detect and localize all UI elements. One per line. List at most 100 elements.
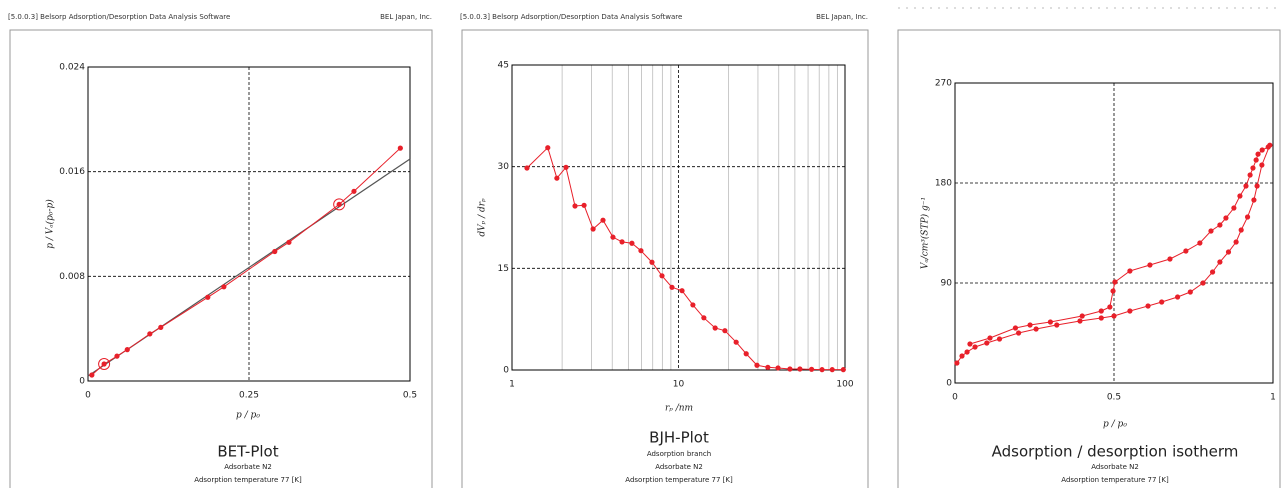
data-point	[1098, 308, 1104, 314]
data-point	[1111, 313, 1117, 319]
data-point	[972, 344, 978, 350]
header-right: BEL Japan, Inc.	[380, 13, 432, 21]
x-tick-label: 0.5	[1107, 393, 1121, 403]
data-point	[1079, 313, 1085, 319]
data-point	[722, 328, 728, 334]
series-line	[956, 145, 1271, 364]
data-point	[554, 175, 560, 181]
chart-title: Adsorption / desorption isotherm	[992, 443, 1239, 461]
chart-title: BET-Plot	[217, 443, 278, 461]
data-point	[158, 324, 164, 330]
x-tick-label: 0	[85, 391, 91, 401]
data-point	[1217, 222, 1223, 228]
data-point	[679, 288, 685, 294]
data-point	[987, 335, 993, 341]
data-point	[733, 339, 739, 345]
plot-area	[87, 66, 411, 382]
data-point	[1259, 162, 1265, 168]
data-point	[797, 366, 803, 372]
y-tick-label: 0.024	[59, 63, 85, 73]
data-point	[1265, 144, 1271, 150]
y-tick-label: 30	[498, 162, 510, 172]
data-point	[1159, 299, 1165, 305]
data-point	[1112, 279, 1118, 285]
data-point	[967, 341, 973, 347]
data-point	[1254, 183, 1260, 189]
data-point	[649, 259, 655, 265]
data-point	[1231, 205, 1237, 211]
data-point	[619, 239, 625, 245]
data-point	[669, 284, 675, 290]
data-point	[545, 145, 551, 151]
data-point	[1187, 289, 1193, 295]
panel-frame	[897, 29, 1281, 488]
data-point	[1244, 214, 1251, 220]
data-point	[524, 165, 530, 171]
chart-note: Adsorption temperature 77 [K]	[625, 476, 733, 484]
chart-note: Adsorbate N2	[1091, 463, 1139, 471]
data-point	[581, 202, 587, 208]
x-tick-label: 0	[952, 393, 958, 403]
x-tick-label: 0.5	[403, 391, 417, 401]
data-point	[1217, 259, 1223, 265]
data-point	[959, 353, 965, 359]
data-point	[1147, 262, 1153, 268]
data-point	[1110, 288, 1116, 294]
data-point	[1225, 249, 1232, 255]
data-point	[638, 248, 644, 254]
data-point	[397, 145, 403, 151]
data-point	[1047, 319, 1053, 325]
data-point	[954, 360, 960, 366]
data-point	[1098, 315, 1104, 321]
y-tick-label: 180	[935, 179, 952, 189]
highlight-ring	[333, 198, 346, 211]
data-point	[610, 234, 616, 240]
chart-note: Adsorption temperature 77 [K]	[194, 476, 302, 484]
panel-frame	[9, 29, 433, 488]
data-point	[1175, 294, 1181, 300]
data-point	[1183, 248, 1189, 254]
data-point	[984, 340, 990, 346]
x-axis-label: rₚ /nm	[665, 404, 693, 414]
data-point	[114, 353, 120, 359]
x-tick-label: 1	[509, 380, 515, 390]
series-line	[526, 146, 844, 371]
x-tick-label: 0.25	[239, 391, 259, 401]
data-point	[1127, 268, 1133, 274]
header-left: [5.0.0.3] Belsorp Adsorption/Desorption …	[8, 13, 230, 21]
x-axis-label: p / p₀	[236, 411, 260, 421]
data-point	[1253, 157, 1259, 163]
plot-area	[511, 64, 846, 371]
data-point	[1208, 228, 1214, 234]
data-point	[286, 239, 292, 245]
header-right: BEL Japan, Inc.	[816, 13, 868, 21]
y-tick-label: 90	[941, 279, 953, 289]
data-point	[1127, 308, 1133, 314]
data-point	[351, 188, 357, 194]
data-point	[1247, 172, 1253, 178]
data-point	[1012, 325, 1019, 331]
data-point	[101, 361, 107, 367]
data-point	[629, 240, 635, 246]
data-point	[1251, 197, 1257, 203]
y-tick-label: 0.008	[59, 272, 85, 282]
data-point	[829, 367, 835, 373]
data-point	[272, 248, 278, 255]
data-point	[563, 164, 569, 170]
x-tick-label: 1	[1270, 393, 1276, 403]
highlight-ring	[98, 357, 111, 370]
data-point	[1259, 147, 1265, 153]
data-point	[336, 201, 342, 207]
data-point	[147, 331, 153, 337]
y-tick-label: 0.016	[59, 167, 85, 177]
data-point	[964, 349, 970, 355]
data-point	[89, 372, 95, 378]
data-point	[600, 217, 606, 223]
y-tick-label: 270	[935, 79, 952, 89]
data-point	[690, 302, 696, 308]
data-point	[1238, 227, 1244, 233]
data-point	[712, 325, 718, 331]
data-point	[701, 315, 707, 321]
y-tick-label: 0	[503, 366, 509, 376]
